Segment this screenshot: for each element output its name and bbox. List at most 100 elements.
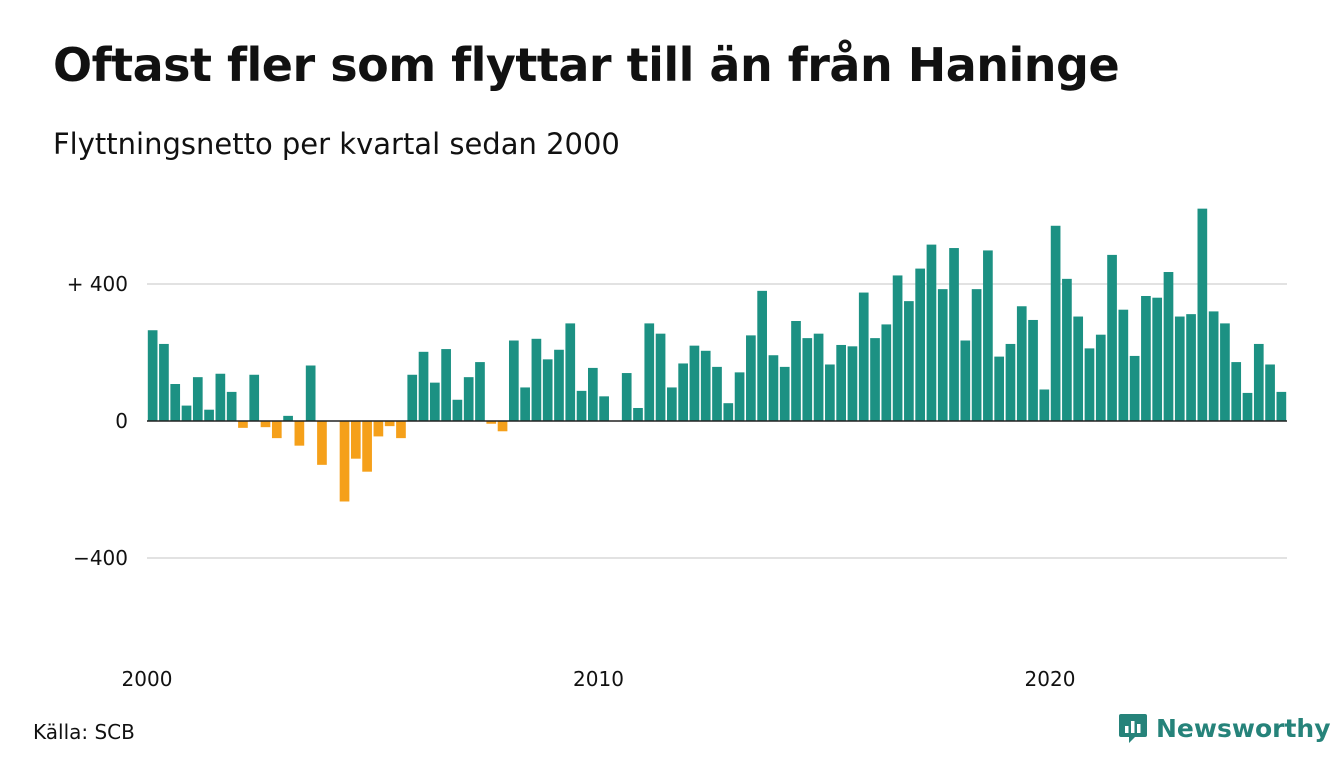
bar xyxy=(904,301,914,422)
bar xyxy=(384,421,395,427)
bar xyxy=(226,391,237,421)
bar xyxy=(317,421,327,465)
bar xyxy=(689,345,700,421)
bar xyxy=(1039,389,1050,421)
bar xyxy=(746,335,756,422)
bar xyxy=(1231,362,1242,421)
chart-subtitle: Flyttningsnetto per kvartal sedan 2000 xyxy=(53,127,620,161)
bar-series xyxy=(147,208,1287,502)
bar xyxy=(238,421,248,428)
bar xyxy=(949,248,959,421)
bar xyxy=(373,421,384,437)
bar xyxy=(429,382,440,421)
bar xyxy=(531,338,542,421)
bar xyxy=(1174,316,1185,421)
bar xyxy=(1016,306,1027,421)
bar xyxy=(825,364,835,421)
bar xyxy=(1141,295,1151,421)
bar xyxy=(418,351,429,421)
bar xyxy=(926,244,937,421)
bar xyxy=(1084,348,1095,421)
bar xyxy=(960,340,971,421)
bar xyxy=(452,399,463,421)
bar xyxy=(271,421,282,439)
bar xyxy=(147,330,158,421)
bar-chart: + 400 0 −400 2000 2010 2020 xyxy=(67,208,1287,691)
bar xyxy=(486,421,497,424)
bar xyxy=(1253,343,1264,421)
bar xyxy=(768,355,779,421)
bar xyxy=(1208,311,1219,421)
bar xyxy=(565,323,576,421)
x-axis-ticks: 2000 2010 2020 xyxy=(122,667,1076,691)
bar xyxy=(170,384,181,421)
bar xyxy=(712,366,722,421)
bar xyxy=(1050,225,1061,421)
bar xyxy=(655,333,666,421)
bar xyxy=(667,387,677,422)
y-axis-ticks: + 400 0 −400 xyxy=(67,272,128,570)
bar xyxy=(181,405,192,421)
bar xyxy=(858,292,869,421)
bar xyxy=(621,373,632,421)
x-tick-label: 2010 xyxy=(573,667,624,691)
bar xyxy=(1005,343,1016,421)
bar xyxy=(802,338,813,422)
bar xyxy=(994,356,1005,421)
bar xyxy=(1186,314,1196,421)
bar xyxy=(1062,278,1072,421)
bar xyxy=(588,367,598,421)
bar xyxy=(1152,297,1163,421)
bar xyxy=(1276,391,1287,421)
bar xyxy=(734,372,745,422)
bar xyxy=(870,338,880,422)
bar xyxy=(475,362,485,421)
bar xyxy=(508,340,519,421)
bar xyxy=(1028,319,1038,421)
chart-title: Oftast fler som flyttar till än från Han… xyxy=(53,38,1120,92)
brand-name: Newsworthy xyxy=(1156,713,1331,743)
bar xyxy=(159,343,169,421)
bar xyxy=(983,250,993,421)
bar xyxy=(554,349,564,421)
bar xyxy=(441,349,451,421)
bar xyxy=(463,377,474,421)
bar xyxy=(1107,254,1117,421)
source-note: Källa: SCB xyxy=(33,720,135,744)
bar xyxy=(757,290,767,421)
bar xyxy=(542,359,553,421)
bar xyxy=(915,268,926,421)
bar xyxy=(305,365,316,421)
bar xyxy=(791,320,801,421)
bar xyxy=(204,409,214,421)
bar xyxy=(1220,323,1230,421)
bar xyxy=(892,275,903,421)
bar xyxy=(633,407,643,422)
bar xyxy=(937,289,948,421)
bar xyxy=(249,374,260,421)
bar xyxy=(779,366,790,421)
bar xyxy=(1118,309,1129,421)
bar xyxy=(1265,364,1275,421)
bar xyxy=(407,374,418,421)
bar xyxy=(1197,208,1208,421)
bar xyxy=(362,421,372,472)
bar xyxy=(847,346,858,421)
bar xyxy=(192,377,203,421)
bar xyxy=(576,390,587,421)
x-tick-label: 2000 xyxy=(122,667,173,691)
y-tick-label: −400 xyxy=(73,546,128,570)
bar xyxy=(836,344,846,421)
bar xyxy=(396,421,406,439)
bar xyxy=(283,415,293,421)
y-tick-label: 0 xyxy=(115,409,128,433)
bar xyxy=(1073,316,1084,421)
bar xyxy=(215,373,226,422)
bar xyxy=(497,421,508,432)
bar xyxy=(813,333,824,421)
bar xyxy=(971,289,982,421)
bar xyxy=(644,323,655,421)
bar xyxy=(339,421,350,502)
y-tick-label: + 400 xyxy=(67,272,128,296)
bar xyxy=(881,324,892,421)
